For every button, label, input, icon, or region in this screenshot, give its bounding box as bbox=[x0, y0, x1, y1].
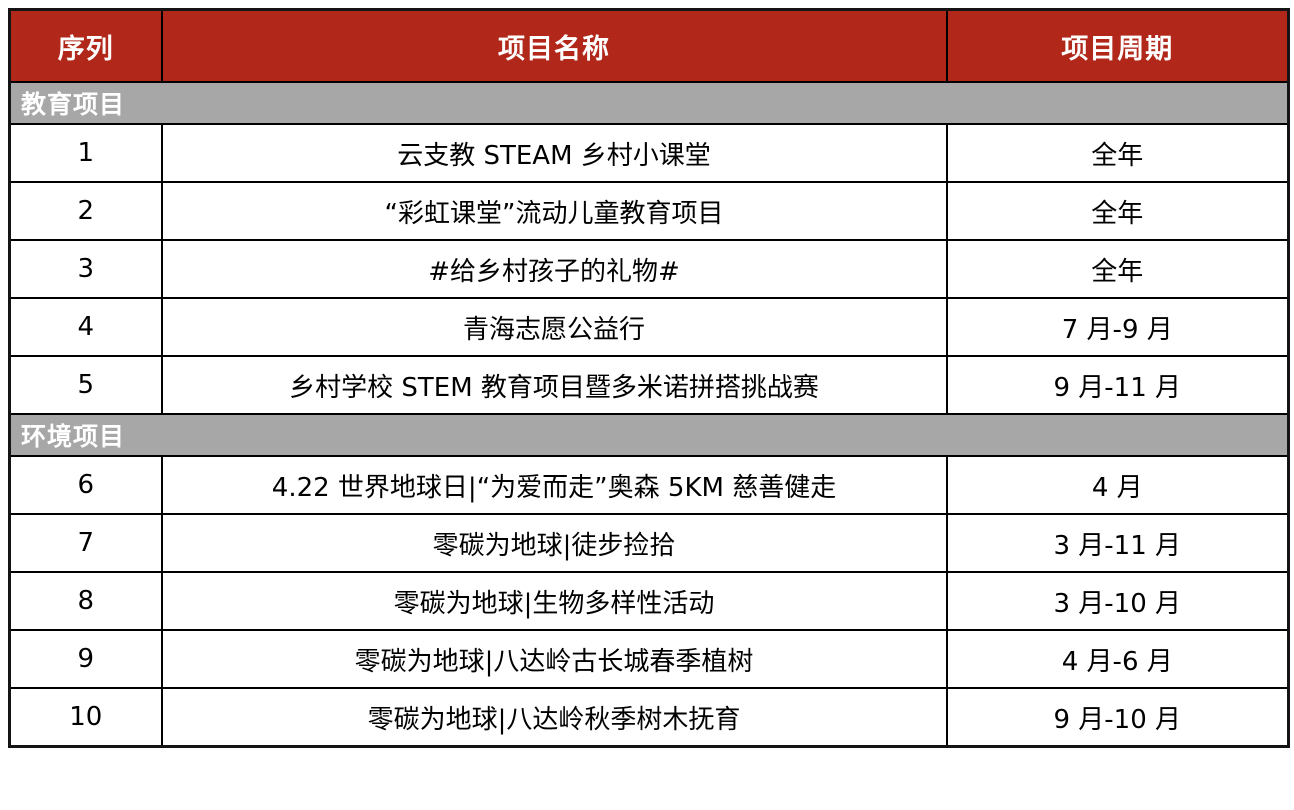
cell-sequence: 7 bbox=[8, 513, 163, 573]
table-body: 教育项目 1 云支教 STEAM 乡村小课堂 全年 2 “彩虹课堂”流动儿童教育… bbox=[8, 81, 1290, 748]
cell-project-period: 3 月-11 月 bbox=[945, 513, 1290, 573]
cell-project-name: 4.22 世界地球日|“为爱而走”奥森 5KM 慈善健走 bbox=[160, 455, 948, 515]
table-row: 9 零碳为地球|八达岭古长城春季植树 4 月-6 月 bbox=[8, 629, 1290, 689]
cell-project-name: #给乡村孩子的礼物# bbox=[160, 239, 948, 299]
projects-table: 序列 项目名称 项目周期 教育项目 1 云支教 STEAM 乡村小课堂 全年 2… bbox=[8, 8, 1290, 748]
table-row: 6 4.22 世界地球日|“为爱而走”奥森 5KM 慈善健走 4 月 bbox=[8, 455, 1290, 515]
cell-project-name: 青海志愿公益行 bbox=[160, 297, 948, 357]
table-row: 10 零碳为地球|八达岭秋季树木抚育 9 月-10 月 bbox=[8, 687, 1290, 748]
table-row: 3 #给乡村孩子的礼物# 全年 bbox=[8, 239, 1290, 299]
cell-sequence: 4 bbox=[8, 297, 163, 357]
section-row-environment: 环境项目 bbox=[8, 413, 1290, 457]
table-row: 4 青海志愿公益行 7 月-9 月 bbox=[8, 297, 1290, 357]
section-row-education: 教育项目 bbox=[8, 81, 1290, 125]
table-row: 1 云支教 STEAM 乡村小课堂 全年 bbox=[8, 123, 1290, 183]
cell-project-name: 零碳为地球|生物多样性活动 bbox=[160, 571, 948, 631]
cell-project-period: 全年 bbox=[945, 181, 1290, 241]
table-row: 7 零碳为地球|徒步捡拾 3 月-11 月 bbox=[8, 513, 1290, 573]
cell-project-period: 3 月-10 月 bbox=[945, 571, 1290, 631]
cell-project-period: 9 月-11 月 bbox=[945, 355, 1290, 415]
cell-project-name: 云支教 STEAM 乡村小课堂 bbox=[160, 123, 948, 183]
cell-project-name: “彩虹课堂”流动儿童教育项目 bbox=[160, 181, 948, 241]
table-row: 2 “彩虹课堂”流动儿童教育项目 全年 bbox=[8, 181, 1290, 241]
cell-project-period: 4 月 bbox=[945, 455, 1290, 515]
column-header-sequence: 序列 bbox=[8, 8, 163, 83]
cell-sequence: 5 bbox=[8, 355, 163, 415]
cell-project-period: 7 月-9 月 bbox=[945, 297, 1290, 357]
cell-sequence: 3 bbox=[8, 239, 163, 299]
cell-project-name: 零碳为地球|徒步捡拾 bbox=[160, 513, 948, 573]
header-row: 序列 项目名称 项目周期 bbox=[8, 8, 1290, 83]
cell-sequence: 8 bbox=[8, 571, 163, 631]
cell-project-period: 4 月-6 月 bbox=[945, 629, 1290, 689]
cell-project-period: 全年 bbox=[945, 123, 1290, 183]
cell-sequence: 10 bbox=[8, 687, 163, 748]
cell-sequence: 1 bbox=[8, 123, 163, 183]
cell-sequence: 2 bbox=[8, 181, 163, 241]
cell-project-name: 乡村学校 STEM 教育项目暨多米诺拼搭挑战赛 bbox=[160, 355, 948, 415]
cell-project-period: 9 月-10 月 bbox=[945, 687, 1290, 748]
cell-project-name: 零碳为地球|八达岭古长城春季植树 bbox=[160, 629, 948, 689]
section-title: 环境项目 bbox=[8, 413, 1290, 457]
column-header-project-period: 项目周期 bbox=[945, 8, 1290, 83]
section-title: 教育项目 bbox=[8, 81, 1290, 125]
cell-sequence: 9 bbox=[8, 629, 163, 689]
column-header-project-name: 项目名称 bbox=[160, 8, 948, 83]
table-row: 8 零碳为地球|生物多样性活动 3 月-10 月 bbox=[8, 571, 1290, 631]
cell-sequence: 6 bbox=[8, 455, 163, 515]
table-row: 5 乡村学校 STEM 教育项目暨多米诺拼搭挑战赛 9 月-11 月 bbox=[8, 355, 1290, 415]
cell-project-period: 全年 bbox=[945, 239, 1290, 299]
cell-project-name: 零碳为地球|八达岭秋季树木抚育 bbox=[160, 687, 948, 748]
table-header: 序列 项目名称 项目周期 bbox=[8, 8, 1290, 83]
